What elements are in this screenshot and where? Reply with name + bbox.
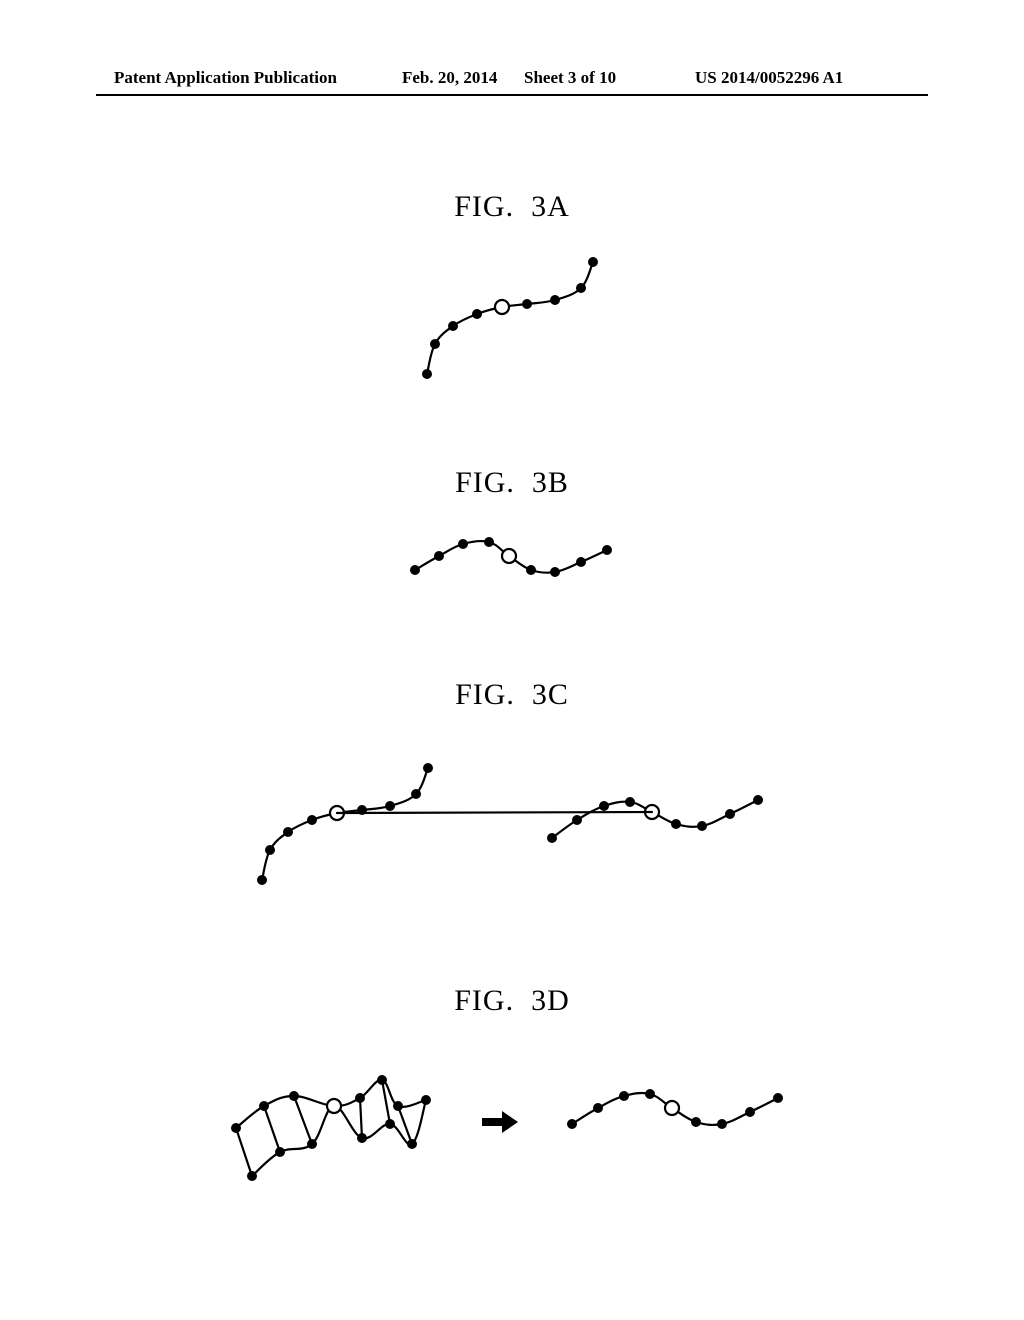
header-rule bbox=[96, 94, 928, 96]
header-pubno: US 2014/0052296 A1 bbox=[695, 68, 843, 88]
header-date: Feb. 20, 2014 bbox=[402, 68, 497, 88]
header-sheet: Sheet 3 of 10 bbox=[524, 68, 616, 88]
fig-3d-label: FIG. 3D bbox=[454, 984, 570, 1018]
fig-3b-diagram bbox=[397, 522, 627, 592]
fig-3c-diagram bbox=[232, 740, 792, 900]
fig-3a-diagram bbox=[397, 244, 627, 394]
fig-3d-diagram bbox=[212, 1060, 812, 1200]
header-publication: Patent Application Publication bbox=[114, 68, 337, 88]
fig-3b-label: FIG. 3B bbox=[455, 466, 569, 500]
fig-3c-label: FIG. 3C bbox=[455, 678, 569, 712]
fig-3a-label: FIG. 3A bbox=[454, 190, 570, 224]
